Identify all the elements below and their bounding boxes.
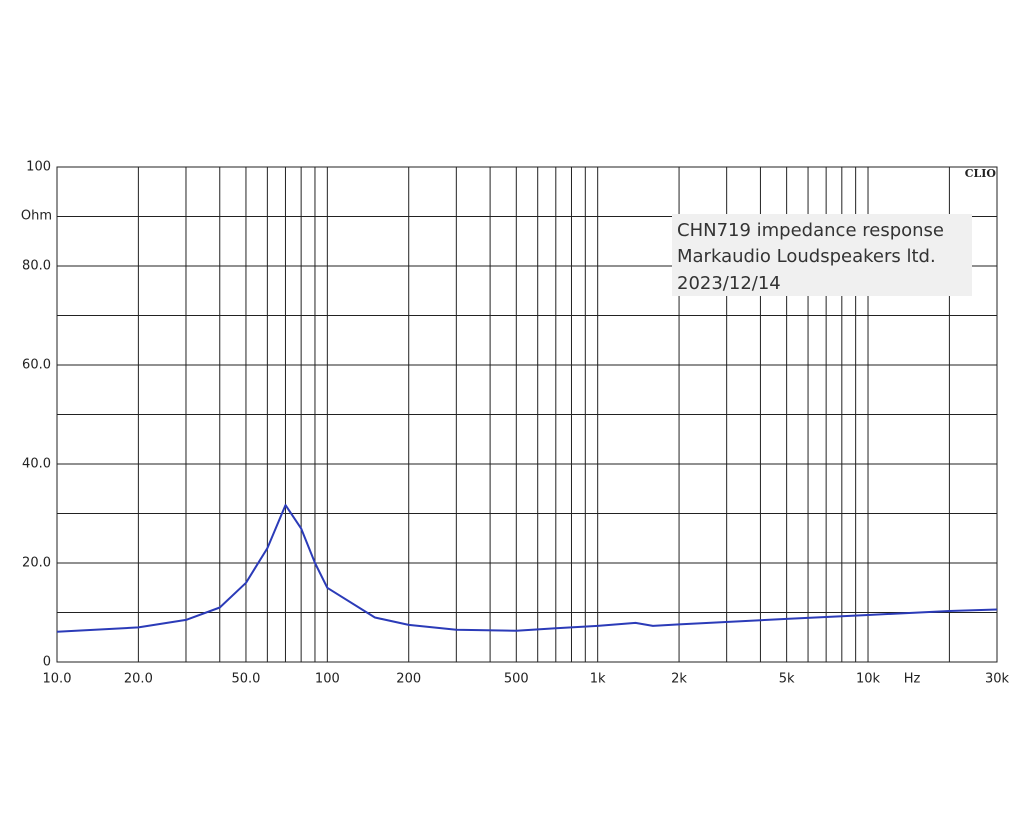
x-tick-label: 5k <box>779 672 795 687</box>
y-tick-label: 40.0 <box>22 457 51 472</box>
y-unit: Ohm <box>21 209 52 224</box>
y-tick-label: 20.0 <box>22 556 51 571</box>
y-tick-label: 100 <box>26 160 51 175</box>
annotation: CHN719 impedance response <box>677 220 944 241</box>
x-tick-label: 100 <box>315 672 340 687</box>
x-tick-label: 10k <box>856 672 881 687</box>
x-tick-label: 1k <box>590 672 606 687</box>
annotation-box <box>672 214 972 296</box>
x-tick-label: 50.0 <box>231 672 260 687</box>
x-tick-label: 500 <box>504 672 529 687</box>
x-tick-label: 10.0 <box>43 672 72 687</box>
impedance-line <box>56 504 998 633</box>
annotation: Markaudio Loudspeakers ltd. <box>677 246 936 267</box>
x-tick-label: 20.0 <box>124 672 153 687</box>
annotation: 2023/12/14 <box>677 273 781 294</box>
brand: CLIO <box>965 167 997 180</box>
y-tick-label: 60.0 <box>22 358 51 373</box>
x-tick-label: 30k <box>985 672 1010 687</box>
x-tick-label: 2k <box>671 672 687 687</box>
x-unit: Hz <box>904 672 921 687</box>
y-tick-label: 80.0 <box>22 259 51 274</box>
x-tick-label: 200 <box>396 672 421 687</box>
y-tick-label: 0 <box>43 655 51 670</box>
